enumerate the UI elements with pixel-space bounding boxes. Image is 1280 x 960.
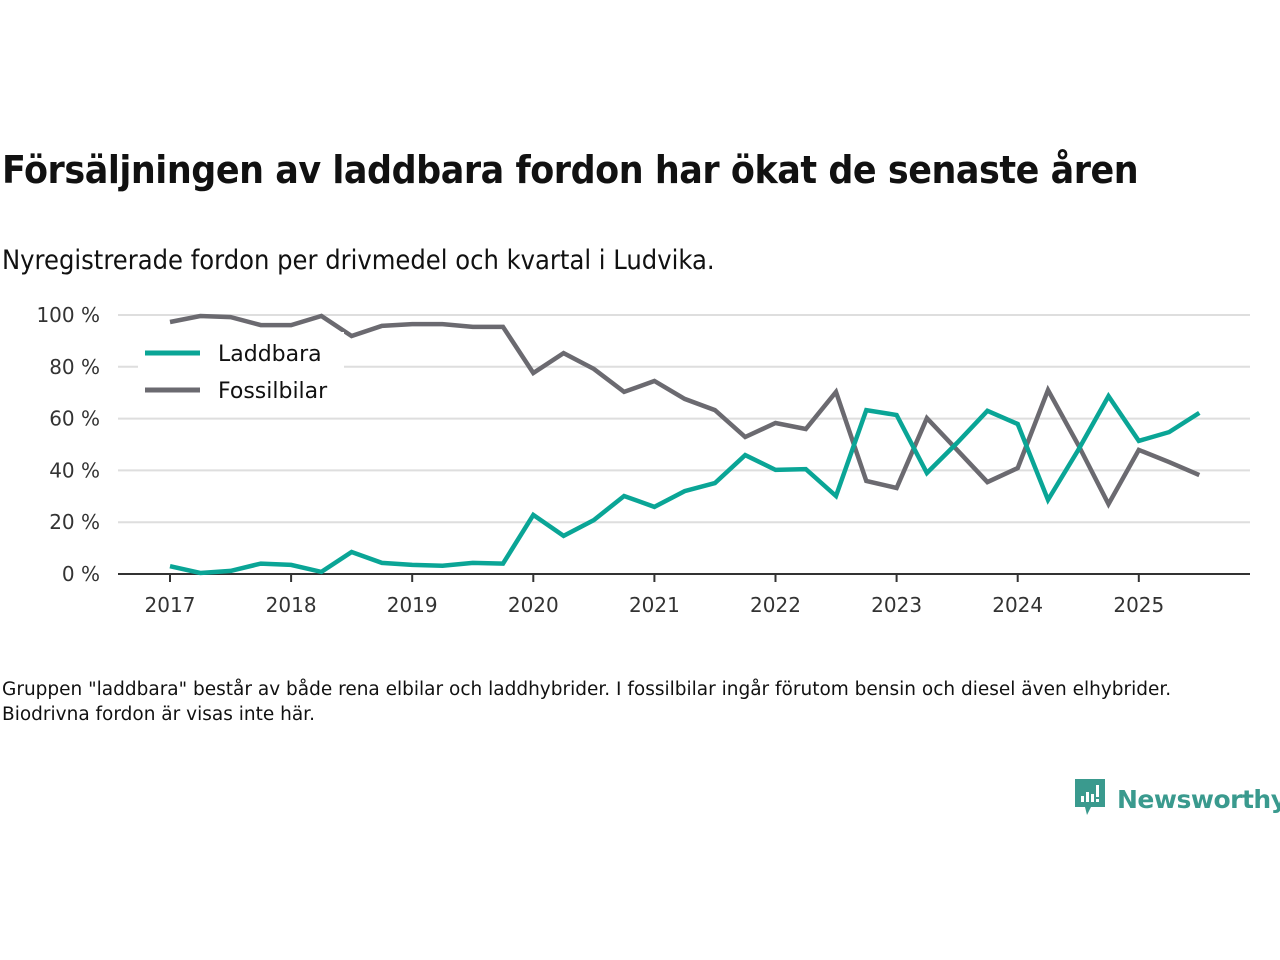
- x-axis: 2017 2018 2019 2020 2021 2022 2023 2024 2025: [118, 573, 1250, 617]
- legend-label: Laddbara: [218, 342, 322, 367]
- series-line-laddbara: [169, 391, 1201, 576]
- legend: Laddbara Fossilbilar: [138, 332, 344, 410]
- x-tick-label: 2021: [629, 593, 680, 617]
- line-chart: 0 % 20 % 40 % 60 % 80 % 100 % 2017 2018 2019 202…: [36, 303, 1250, 617]
- x-tick-label: 2019: [387, 593, 438, 617]
- y-axis: 0 % 20 % 40 % 60 % 80 % 100 %: [36, 303, 100, 586]
- footnote: Gruppen "laddbara" består av både rena e…: [2, 679, 1172, 725]
- chart-subtitle: Nyregistrerade fordon per drivmedel och …: [2, 245, 715, 276]
- x-tick-label: 2024: [992, 593, 1043, 617]
- x-tick-label: 2023: [871, 593, 922, 617]
- y-tick-label: 0 %: [62, 562, 100, 586]
- y-tick-label: 20 %: [49, 510, 100, 534]
- x-tick-label: 2017: [145, 593, 196, 617]
- x-tick-label: 2020: [508, 593, 559, 617]
- y-tick-label: 80 %: [49, 355, 100, 379]
- brand-name: Newsworthy: [1117, 784, 1280, 814]
- x-tick-label: 2025: [1113, 593, 1164, 617]
- x-tick-label: 2018: [266, 593, 317, 617]
- legend-background: [138, 332, 344, 410]
- series-line-fossilbilar: [169, 313, 1201, 509]
- y-tick-label: 40 %: [49, 458, 100, 482]
- chart-title: Försäljningen av laddbara fordon har öka…: [2, 148, 1139, 192]
- x-tick-label: 2022: [750, 593, 801, 617]
- series-lines: [169, 313, 1201, 576]
- brand-logo[interactable]: Newsworthy: [1073, 777, 1280, 821]
- newsworthy-logo-icon: [1073, 777, 1107, 821]
- y-tick-label: 60 %: [49, 407, 100, 431]
- legend-label: Fossilbilar: [218, 379, 328, 404]
- y-tick-label: 100 %: [36, 303, 100, 327]
